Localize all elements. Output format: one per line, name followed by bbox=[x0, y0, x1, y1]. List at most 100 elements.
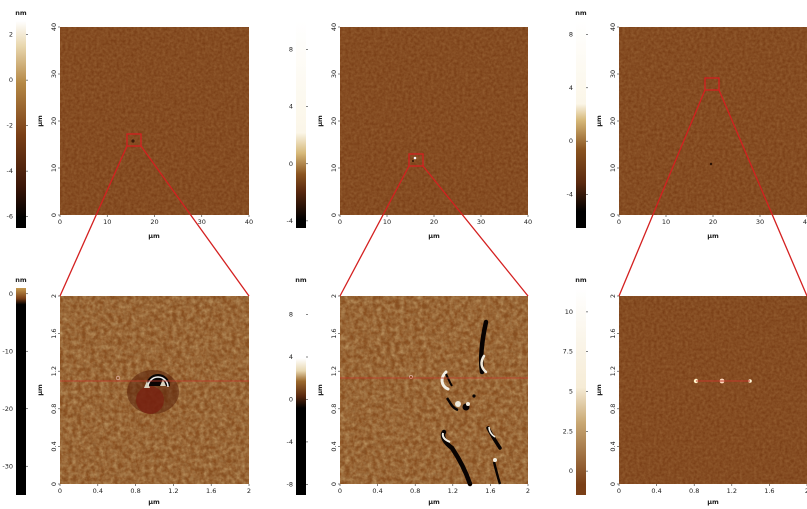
xlabel-top-right: µm bbox=[707, 232, 719, 240]
colorbar-top-left bbox=[16, 21, 26, 228]
x-tick-label: 0.8 bbox=[130, 487, 140, 495]
x-tick-label: 1.2 bbox=[448, 487, 458, 495]
ylabel-top-left: µm bbox=[36, 115, 44, 127]
x-tick-label: 0 bbox=[58, 218, 62, 226]
x-tick-label: 0.8 bbox=[689, 487, 699, 495]
colorbar-tick-label: 0 bbox=[289, 160, 293, 168]
y-tick-label: 0.8 bbox=[609, 404, 617, 414]
y-tick-label: 10 bbox=[609, 164, 617, 172]
x-tick-label: 1.2 bbox=[168, 487, 178, 495]
colorbar-tick-label: 2.5 bbox=[563, 427, 573, 435]
y-tick-label: 30 bbox=[330, 70, 338, 78]
colorbar-tick-label: 0 bbox=[9, 76, 13, 84]
zoom-marker-top-left bbox=[59, 133, 250, 297]
y-tick-label: 1.2 bbox=[330, 366, 338, 376]
colorbar-bottom-right bbox=[576, 288, 586, 495]
colorbar-tick-label: -4 bbox=[7, 167, 13, 175]
x-tick-label: 0 bbox=[338, 218, 342, 226]
colorbar-tick-label: -30 bbox=[2, 462, 13, 470]
y-tick-label: 20 bbox=[330, 117, 338, 125]
x-tick-label: 30 bbox=[756, 218, 764, 226]
x-tick-label: 1.6 bbox=[485, 487, 495, 495]
ylabel-bottom-right: µm bbox=[595, 384, 603, 396]
colorbar-tick-label: 5 bbox=[569, 388, 573, 396]
x-tick-label: 2 bbox=[526, 487, 530, 495]
y-tick-label: 0 bbox=[50, 213, 58, 217]
y-tick-label: 20 bbox=[609, 117, 617, 125]
x-tick-label: 2 bbox=[247, 487, 251, 495]
colorbar-tick-label: -20 bbox=[2, 405, 13, 413]
colorbar-tick-label: 10 bbox=[565, 308, 573, 316]
x-tick-label: 0 bbox=[58, 487, 62, 495]
colorbar-bottom-left bbox=[16, 288, 26, 495]
x-tick-label: 40 bbox=[803, 218, 807, 226]
colorbar-tick-label: 4 bbox=[289, 103, 293, 111]
ylabel-top-right: µm bbox=[595, 115, 603, 127]
colorbar-tick-label: 8 bbox=[569, 30, 573, 38]
colorbar-tick-label: 0 bbox=[569, 467, 573, 475]
x-tick-label: 20 bbox=[150, 218, 158, 226]
colorbar-unit-top-right: nm bbox=[575, 9, 587, 17]
x-tick-label: 0.4 bbox=[93, 487, 103, 495]
colorbar-top-right bbox=[576, 21, 586, 228]
y-tick-label: 0.8 bbox=[330, 404, 338, 414]
y-tick-label: 0 bbox=[330, 482, 338, 486]
zoom-marker-top-middle bbox=[339, 153, 529, 297]
y-tick-label: 0.4 bbox=[50, 441, 58, 451]
xlabel-bottom-right: µm bbox=[707, 498, 719, 506]
x-tick-label: 20 bbox=[430, 218, 438, 226]
ylabel-top-middle: µm bbox=[316, 115, 324, 127]
colorbar-tick-label: 2 bbox=[9, 31, 13, 39]
colorbar-tick-label: 8 bbox=[289, 46, 293, 54]
x-tick-label: 40 bbox=[245, 218, 253, 226]
x-tick-label: 20 bbox=[709, 218, 717, 226]
xlabel-bottom-middle: µm bbox=[428, 498, 440, 506]
x-tick-label: 0 bbox=[338, 487, 342, 495]
colorbar-tick-label: 4 bbox=[289, 353, 293, 361]
y-tick-label: 30 bbox=[50, 70, 58, 78]
colorbar-unit-bottom-left: nm bbox=[15, 276, 27, 284]
x-tick-label: 10 bbox=[383, 218, 391, 226]
colorbar-top-middle bbox=[296, 21, 306, 228]
y-tick-label: 40 bbox=[609, 23, 617, 31]
colorbar-tick-label: -2 bbox=[7, 122, 13, 130]
y-tick-label: 2 bbox=[609, 294, 617, 298]
y-tick-label: 1.6 bbox=[330, 328, 338, 338]
x-tick-label: 0.4 bbox=[372, 487, 382, 495]
x-tick-label: 10 bbox=[662, 218, 670, 226]
y-tick-label: 20 bbox=[50, 117, 58, 125]
x-tick-label: 30 bbox=[477, 218, 485, 226]
colorbar-tick-label: -4 bbox=[287, 217, 293, 225]
y-tick-label: 40 bbox=[50, 23, 58, 31]
x-tick-label: 2 bbox=[805, 487, 807, 495]
x-tick-label: 40 bbox=[524, 218, 532, 226]
colorbar-tick-label: -4 bbox=[567, 191, 573, 199]
y-tick-label: 2 bbox=[330, 294, 338, 298]
y-tick-label: 0.8 bbox=[50, 404, 58, 414]
x-tick-label: 0 bbox=[617, 487, 621, 495]
colorbar-tick-label: -4 bbox=[287, 438, 293, 446]
colorbar-tick-label: 7.5 bbox=[563, 348, 573, 356]
y-tick-label: 0 bbox=[50, 482, 58, 486]
y-tick-label: 1.2 bbox=[50, 366, 58, 376]
afm-image-top-right bbox=[619, 27, 807, 215]
x-tick-label: 0 bbox=[617, 218, 621, 226]
x-tick-label: 1.2 bbox=[727, 487, 737, 495]
colorbar-unit-bottom-right: nm bbox=[575, 276, 587, 284]
y-tick-label: 1.2 bbox=[609, 366, 617, 376]
afm-image-top-left bbox=[60, 27, 249, 215]
x-tick-label: 1.6 bbox=[764, 487, 774, 495]
colorbar-tick-label: 8 bbox=[289, 311, 293, 319]
x-tick-label: 0.4 bbox=[651, 487, 661, 495]
afm-image-top-middle bbox=[340, 27, 528, 215]
ylabel-bottom-left: µm bbox=[36, 384, 44, 396]
afm-image-bottom-right bbox=[619, 296, 807, 484]
y-tick-label: 1.6 bbox=[609, 328, 617, 338]
xlabel-top-left: µm bbox=[148, 232, 160, 240]
y-tick-label: 0 bbox=[609, 482, 617, 486]
afm-image-bottom-middle bbox=[340, 296, 528, 487]
y-tick-label: 40 bbox=[330, 23, 338, 31]
ylabel-bottom-middle: µm bbox=[316, 384, 324, 396]
y-tick-label: 10 bbox=[50, 164, 58, 172]
